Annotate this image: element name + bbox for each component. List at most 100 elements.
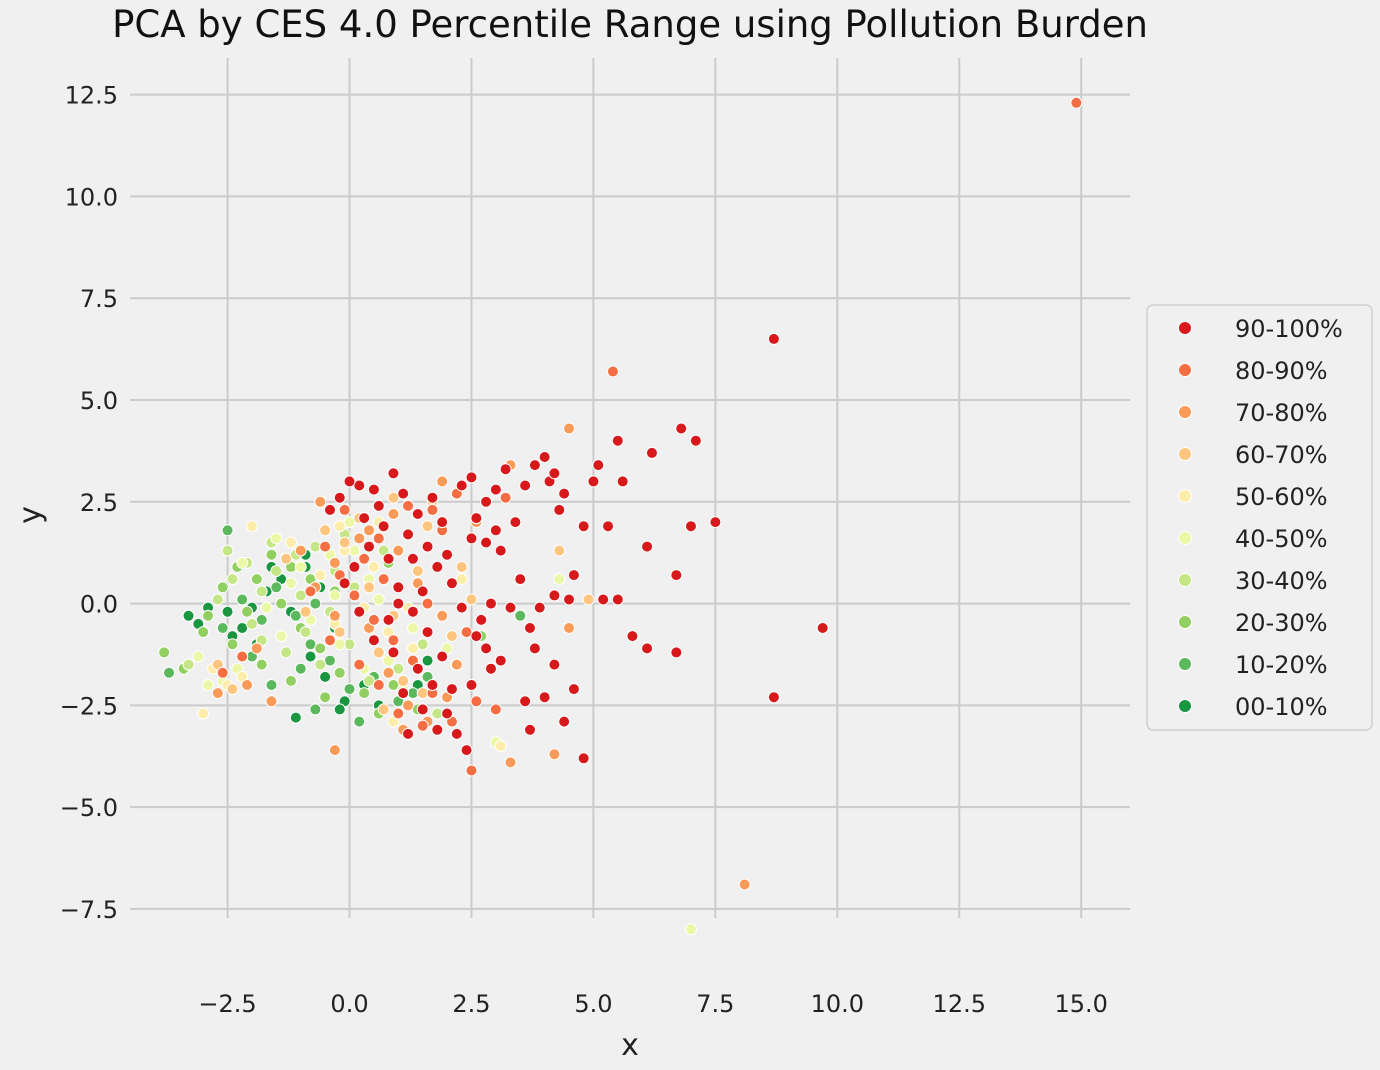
data-point xyxy=(455,601,468,614)
data-point xyxy=(284,674,297,687)
data-point xyxy=(475,613,488,626)
data-point xyxy=(606,365,619,378)
legend-item: 30-40% xyxy=(1178,567,1328,595)
chart-title: PCA by CES 4.0 Percentile Range using Po… xyxy=(112,3,1148,46)
data-point xyxy=(367,483,380,496)
series-40-50% xyxy=(192,516,697,936)
data-point xyxy=(363,581,376,594)
data-point xyxy=(367,560,380,573)
y-axis-ticks: 12.5 10.0 7.5 5.0 2.5 0.0 −2.5 −5.0 −7.5 xyxy=(60,82,118,924)
data-point xyxy=(377,703,390,716)
data-point xyxy=(504,756,517,769)
data-point xyxy=(280,552,293,565)
data-point xyxy=(406,622,419,634)
data-point xyxy=(441,548,454,561)
data-point xyxy=(250,573,263,586)
data-point xyxy=(504,601,517,614)
data-point xyxy=(309,703,322,716)
legend-marker xyxy=(1178,699,1192,713)
legend-item: 70-80% xyxy=(1178,399,1328,427)
data-point xyxy=(450,727,463,740)
series-70-80% xyxy=(211,422,751,891)
data-point xyxy=(343,683,356,696)
data-point xyxy=(426,679,439,691)
legend-item: 50-60% xyxy=(1178,483,1328,511)
data-point xyxy=(684,923,697,936)
data-point xyxy=(319,524,332,537)
x-tick-label: −2.5 xyxy=(198,990,256,1018)
data-point xyxy=(411,662,424,675)
data-point xyxy=(192,650,205,663)
data-point xyxy=(260,601,273,614)
data-point xyxy=(309,597,322,610)
legend-marker xyxy=(1178,657,1192,671)
data-point xyxy=(245,617,258,630)
x-tick-label: 5.0 xyxy=(574,990,612,1018)
data-point xyxy=(480,536,493,549)
data-point xyxy=(328,556,341,569)
data-point xyxy=(338,577,351,590)
data-point xyxy=(436,475,449,488)
data-point xyxy=(577,752,590,765)
data-point xyxy=(353,658,366,671)
data-point xyxy=(553,544,566,557)
data-point xyxy=(514,573,527,586)
data-point xyxy=(558,715,571,728)
data-point xyxy=(509,516,522,529)
data-point xyxy=(255,658,268,671)
data-point xyxy=(767,332,780,345)
data-point xyxy=(465,532,478,545)
data-point xyxy=(333,703,346,716)
data-point xyxy=(338,536,351,549)
data-point xyxy=(670,646,683,659)
x-tick-label: 12.5 xyxy=(933,990,986,1018)
data-point xyxy=(275,597,288,610)
data-point xyxy=(392,707,405,720)
data-point xyxy=(611,593,624,606)
data-point xyxy=(382,552,395,565)
series-50-60% xyxy=(197,516,507,753)
data-point xyxy=(236,650,249,663)
data-point xyxy=(289,711,302,724)
legend: 90-100% 80-90% 70-80% 60-70% 50-60% 40-50% 30-… xyxy=(1146,304,1373,731)
data-point xyxy=(519,479,532,492)
data-point xyxy=(528,459,541,472)
data-point xyxy=(538,691,551,704)
series-80-90% xyxy=(216,96,1083,777)
data-point xyxy=(348,560,361,573)
data-point xyxy=(197,626,210,639)
data-point xyxy=(592,459,605,472)
legend-items: 90-100% 80-90% 70-80% 60-70% 50-60% 40-50% 30-… xyxy=(1178,315,1343,721)
data-point xyxy=(387,467,400,480)
data-point xyxy=(563,422,576,435)
data-points xyxy=(158,96,1083,936)
legend-marker xyxy=(1178,615,1192,629)
data-point xyxy=(553,503,566,516)
data-point xyxy=(236,556,249,569)
data-point xyxy=(328,609,341,622)
data-point xyxy=(514,609,527,622)
legend-marker xyxy=(1178,321,1192,335)
data-point xyxy=(265,679,278,691)
y-tick-label: 5.0 xyxy=(80,387,118,415)
y-tick-label: 10.0 xyxy=(65,183,118,211)
data-point xyxy=(402,727,415,740)
data-point xyxy=(216,622,229,634)
data-point xyxy=(221,524,234,537)
legend-label: 30-40% xyxy=(1235,567,1328,595)
legend-label: 00-10% xyxy=(1235,693,1328,721)
data-point xyxy=(480,495,493,508)
data-point xyxy=(387,634,400,647)
data-point xyxy=(548,658,561,671)
data-point xyxy=(470,630,483,643)
data-point xyxy=(489,483,502,496)
data-point xyxy=(226,683,239,696)
data-point xyxy=(445,630,458,643)
y-tick-label: 12.5 xyxy=(65,82,118,110)
legend-label: 80-90% xyxy=(1235,357,1328,385)
data-point xyxy=(226,638,239,651)
data-point xyxy=(494,544,507,557)
data-point xyxy=(406,552,419,565)
data-point xyxy=(421,626,434,639)
x-axis-label: x xyxy=(621,1028,639,1063)
